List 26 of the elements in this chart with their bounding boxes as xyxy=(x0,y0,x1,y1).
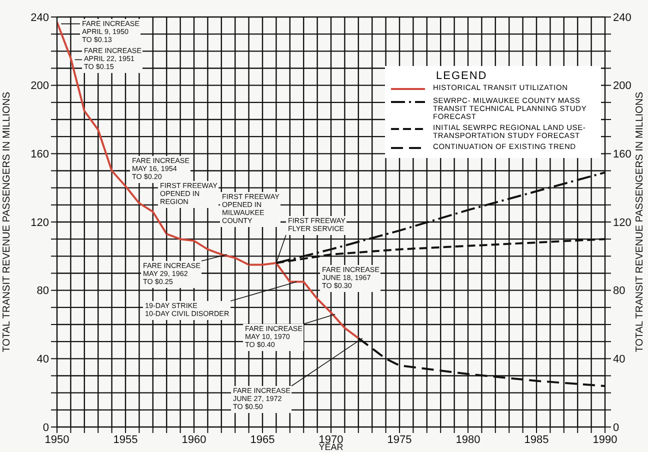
y-tick-label: 40 xyxy=(36,354,49,366)
y2-axis-title: TOTAL TRANSIT REVENUE PASSENGERS IN MILLIONS xyxy=(634,91,646,352)
x-axis-title: YEAR xyxy=(318,442,344,452)
y-tick-label: 120 xyxy=(30,216,49,229)
y2-tick-label: 120 xyxy=(613,216,632,229)
x-tick-label: 1990 xyxy=(592,434,618,446)
legend-title: LEGEND xyxy=(436,70,488,82)
x-tick-label: 1955 xyxy=(113,434,138,446)
x-tick-label: 1980 xyxy=(456,434,480,446)
y2-tick-label: 200 xyxy=(613,80,632,92)
y-axis-title: TOTAL TRANSIT REVENUE PASSENGERS IN MILLIONS xyxy=(2,91,13,352)
x-tick-label: 1985 xyxy=(524,434,549,446)
y-tick-label: 160 xyxy=(30,148,49,161)
y2-tick-label: 0 xyxy=(613,422,620,434)
x-tick-label: 1950 xyxy=(44,434,70,446)
y2-tick-label: 160 xyxy=(613,148,632,161)
x-tick-label: 1960 xyxy=(182,434,206,446)
y-tick-label: 0 xyxy=(42,422,49,434)
x-tick-label: 1975 xyxy=(387,434,412,446)
y-tick-label: 80 xyxy=(36,285,49,298)
y-tick-label: 200 xyxy=(30,80,49,92)
y2-tick-label: 240 xyxy=(613,12,632,24)
y-tick-label: 240 xyxy=(30,12,49,24)
x-tick-label: 1965 xyxy=(250,434,275,446)
y2-tick-label: 40 xyxy=(613,354,626,366)
y2-tick-label: 80 xyxy=(613,285,626,298)
